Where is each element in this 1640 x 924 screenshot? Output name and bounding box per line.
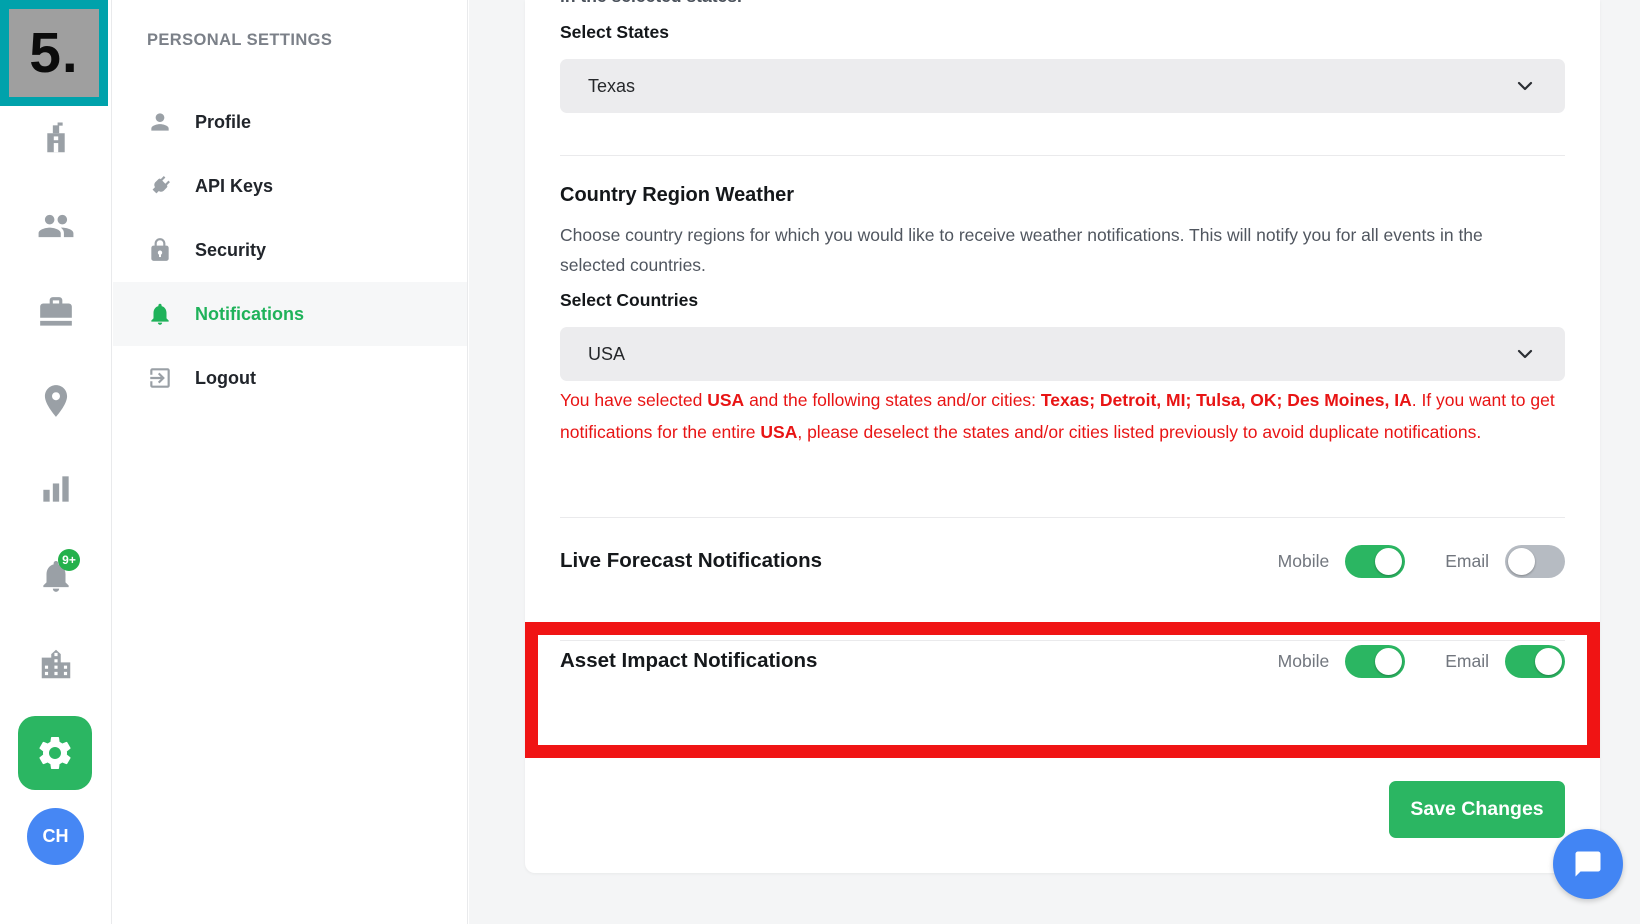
toggle-knob xyxy=(1508,547,1535,575)
bar-chart-icon[interactable] xyxy=(37,470,75,508)
countries-select-value: USA xyxy=(588,343,626,364)
section-divider xyxy=(560,517,1565,518)
notification-settings-card: in the selected states. Select States Te… xyxy=(525,0,1600,873)
clipped-top-text: in the selected states. xyxy=(560,0,742,9)
countries-select[interactable]: USA xyxy=(560,327,1565,381)
chat-widget-button[interactable] xyxy=(1553,829,1623,899)
logout-icon xyxy=(147,365,173,391)
avatar-initials: CH xyxy=(42,826,69,846)
duplicate-notifications-warning: You have selected USA and the following … xyxy=(560,390,1555,442)
company-building-icon[interactable] xyxy=(37,119,75,157)
personal-settings-sidebar: PERSONAL SETTINGS Profile API Keys Secur… xyxy=(113,0,468,924)
app-logo-text: 5. xyxy=(29,21,79,85)
notifications-bell-icon[interactable]: 9+ xyxy=(37,549,80,595)
notification-count-badge: 9+ xyxy=(58,549,80,571)
mobile-toggle-label: Mobile xyxy=(1277,550,1330,571)
country-region-description: Choose country regions for which you wou… xyxy=(560,225,1483,275)
live-forecast-row: Live Forecast Notifications Mobile Email xyxy=(560,531,1565,591)
sidebar-item-profile[interactable]: Profile xyxy=(113,90,467,154)
icon-rail: 5. 9+ CH xyxy=(0,0,112,924)
contacts-people-icon[interactable] xyxy=(37,207,75,245)
chat-bubble-icon xyxy=(1575,851,1601,877)
asset-impact-email-toggle[interactable] xyxy=(1505,644,1565,678)
sidebar-item-label: Security xyxy=(195,239,267,260)
sidebar-heading: PERSONAL SETTINGS xyxy=(147,31,333,49)
select-countries-label: Select Countries xyxy=(560,290,699,310)
chevron-down-icon xyxy=(1513,74,1537,98)
plug-icon xyxy=(147,173,173,199)
sidebar-item-logout[interactable]: Logout xyxy=(113,346,467,410)
asset-impact-mobile-toggle[interactable] xyxy=(1345,644,1406,678)
main-content-area: in the selected states. Select States Te… xyxy=(469,0,1640,924)
select-states-label: Select States xyxy=(560,22,669,42)
location-pin-icon[interactable] xyxy=(37,382,75,420)
sidebar-nav: Profile API Keys Security Notifications xyxy=(113,90,467,410)
sidebar-item-notifications[interactable]: Notifications xyxy=(113,282,467,346)
sidebar-item-api-keys[interactable]: API Keys xyxy=(113,154,467,218)
mobile-toggle-label: Mobile xyxy=(1277,650,1330,671)
save-changes-button[interactable]: Save Changes xyxy=(1389,781,1565,838)
section-divider xyxy=(560,640,1565,641)
gear-icon xyxy=(39,737,71,769)
asset-impact-title: Asset Impact Notifications xyxy=(560,649,818,672)
app-logo[interactable]: 5. xyxy=(0,0,108,106)
states-select[interactable]: Texas xyxy=(560,59,1565,113)
sidebar-item-label: Notifications xyxy=(195,303,305,324)
asset-impact-row: Asset Impact Notifications Mobile Email xyxy=(560,631,1565,691)
section-divider xyxy=(560,155,1565,156)
chevron-down-icon xyxy=(1513,342,1537,366)
email-toggle-label: Email xyxy=(1445,550,1489,571)
city-buildings-icon[interactable] xyxy=(37,645,75,683)
toggle-knob xyxy=(1535,647,1562,675)
lock-icon xyxy=(147,237,173,263)
states-select-value: Texas xyxy=(588,75,636,96)
user-avatar[interactable]: CH xyxy=(27,808,84,865)
bell-icon xyxy=(147,301,173,327)
country-region-title: Country Region Weather xyxy=(560,184,795,206)
live-forecast-title: Live Forecast Notifications xyxy=(560,549,823,572)
email-toggle-label: Email xyxy=(1445,650,1489,671)
sidebar-item-label: API Keys xyxy=(195,175,274,196)
toggle-knob xyxy=(1375,547,1403,575)
sidebar-item-security[interactable]: Security xyxy=(113,218,467,282)
sidebar-item-label: Profile xyxy=(195,111,252,132)
briefcase-icon[interactable] xyxy=(37,294,75,332)
settings-gear-button[interactable] xyxy=(18,716,92,790)
live-forecast-email-toggle[interactable] xyxy=(1505,544,1565,578)
toggle-knob xyxy=(1375,647,1403,675)
live-forecast-mobile-toggle[interactable] xyxy=(1345,544,1406,578)
person-icon xyxy=(147,109,173,135)
sidebar-item-label: Logout xyxy=(195,367,256,388)
